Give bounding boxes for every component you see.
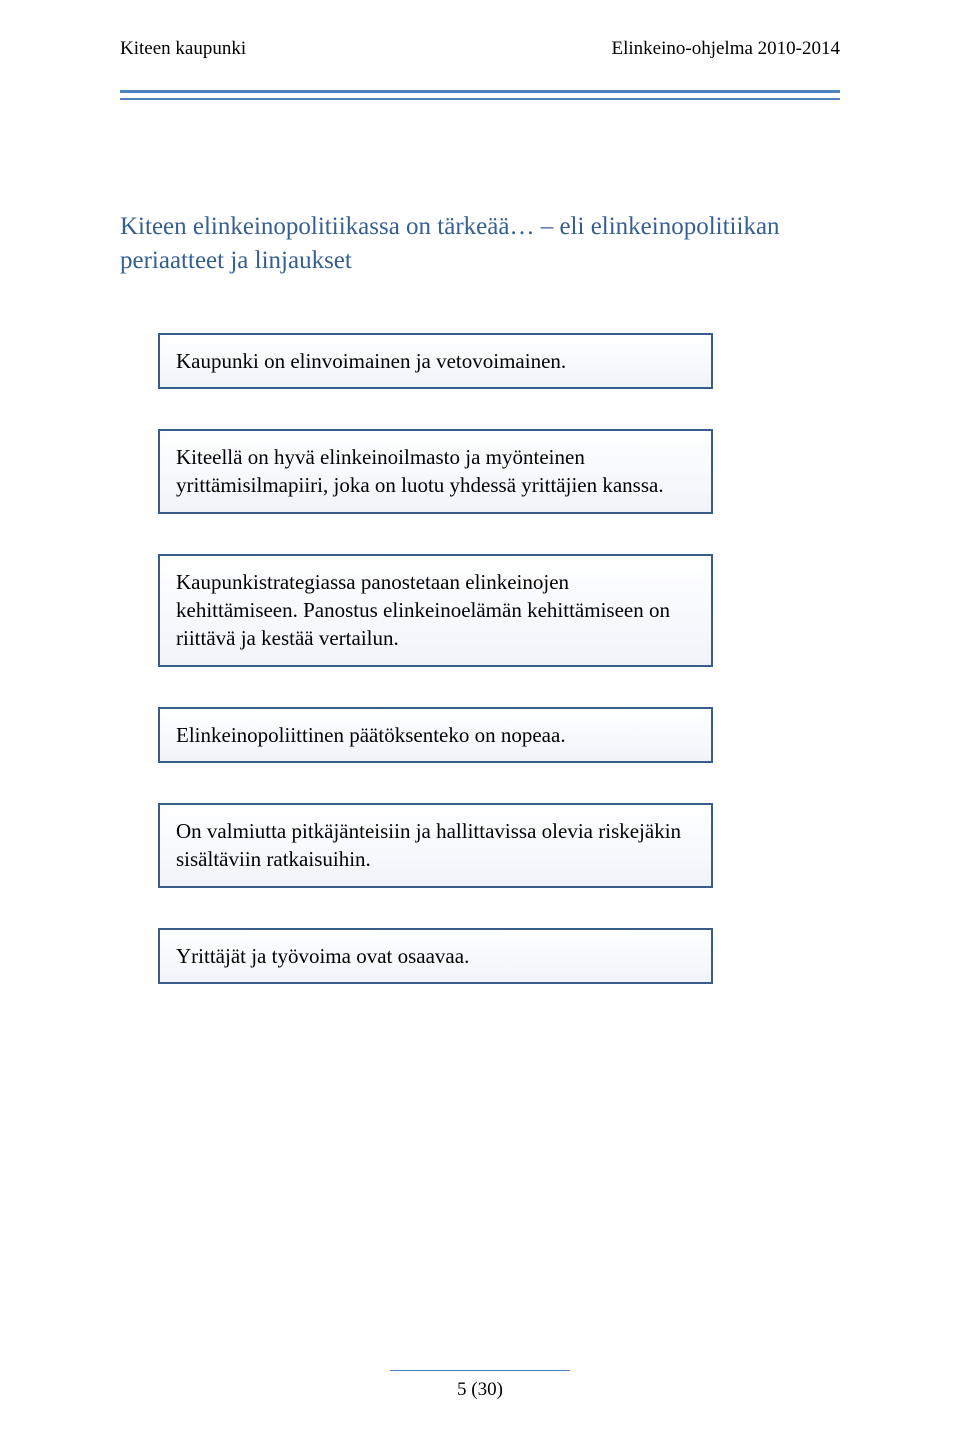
header-rule (120, 90, 840, 100)
header-left: Kiteen kaupunki (120, 38, 246, 60)
info-box: Kiteellä on hyvä elinkeinoilmasto ja myö… (158, 429, 713, 514)
info-box: Kaupunkistrategiassa panostetaan elinkei… (158, 554, 713, 667)
page-footer: 5 (30) (0, 1370, 960, 1401)
info-box: Yrittäjät ja työvoima ovat osaavaa. (158, 928, 713, 984)
info-box: On valmiutta pitkäjänteisiin ja hallitta… (158, 803, 713, 888)
section-title: Kiteen elinkeinopolitiikassa on tärkeää…… (120, 210, 840, 278)
info-box: Kaupunki on elinvoimainen ja vetovoimain… (158, 333, 713, 389)
info-box: Elinkeinopoliittinen päätöksenteko on no… (158, 707, 713, 763)
running-header: Kiteen kaupunki Elinkeino-ohjelma 2010-2… (120, 38, 840, 60)
footer-rule (390, 1370, 570, 1371)
page-content: Kiteen kaupunki Elinkeino-ohjelma 2010-2… (0, 0, 960, 984)
info-box-list: Kaupunki on elinvoimainen ja vetovoimain… (120, 333, 840, 984)
page-number: 5 (30) (457, 1379, 503, 1400)
header-right: Elinkeino-ohjelma 2010-2014 (612, 38, 840, 60)
